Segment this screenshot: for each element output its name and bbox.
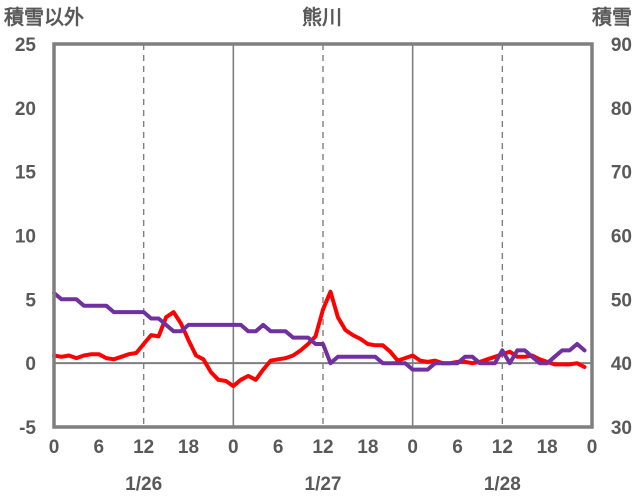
x-tick-label: 12 [312, 437, 333, 458]
date-label: 1/28 [484, 474, 521, 495]
right-y-ticks: 30 40 50 60 70 80 90 [611, 35, 632, 439]
left-y-tick-label: 0 [25, 354, 36, 375]
plot-frame [52, 42, 594, 429]
right-y-tick-label: 40 [611, 354, 632, 375]
x-tick-label: 0 [228, 437, 239, 458]
right-y-tick-label: 90 [611, 35, 632, 56]
x-tick-label: 0 [49, 437, 60, 458]
grid [142, 44, 504, 427]
left-axis-label: 積雪以外 [4, 5, 84, 29]
x-tick-label: 18 [178, 437, 199, 458]
date-labels: 1/26 1/27 1/28 [125, 474, 521, 495]
date-label: 1/26 [125, 474, 162, 495]
x-tick-label: 6 [452, 437, 463, 458]
left-y-tick-label: 15 [15, 163, 37, 184]
x-tick-label: 0 [587, 437, 598, 458]
x-tick-label: 0 [407, 437, 418, 458]
x-tick-label: 12 [133, 437, 154, 458]
right-y-tick-label: 70 [611, 163, 632, 184]
x-tick-label: 18 [357, 437, 378, 458]
right-y-tick-label: 30 [611, 418, 632, 439]
x-tick-label: 18 [537, 437, 558, 458]
x-tick-label: 12 [492, 437, 513, 458]
date-label: 1/27 [305, 474, 342, 495]
left-y-ticks: -5 0 5 10 15 20 25 [15, 35, 37, 439]
right-y-tick-label: 60 [611, 227, 632, 248]
right-y-tick-label: 50 [611, 290, 632, 311]
chart-title: 熊川 [302, 5, 342, 29]
right-y-tick-label: 80 [611, 99, 632, 120]
series-line-other [52, 289, 587, 389]
left-y-tick-label: -5 [19, 418, 36, 439]
x-ticks: 0 6 12 18 0 6 12 18 0 6 12 18 0 [49, 437, 598, 458]
series-line-snow-depth [52, 291, 587, 372]
left-y-tick-label: 20 [15, 99, 36, 120]
left-y-tick-label: 25 [15, 35, 37, 56]
x-tick-label: 6 [94, 437, 105, 458]
left-y-tick-label: 10 [15, 227, 36, 248]
x-tick-label: 6 [273, 437, 284, 458]
right-axis-label: 積雪 [592, 5, 632, 29]
series [52, 289, 587, 389]
left-y-tick-label: 5 [25, 290, 36, 311]
